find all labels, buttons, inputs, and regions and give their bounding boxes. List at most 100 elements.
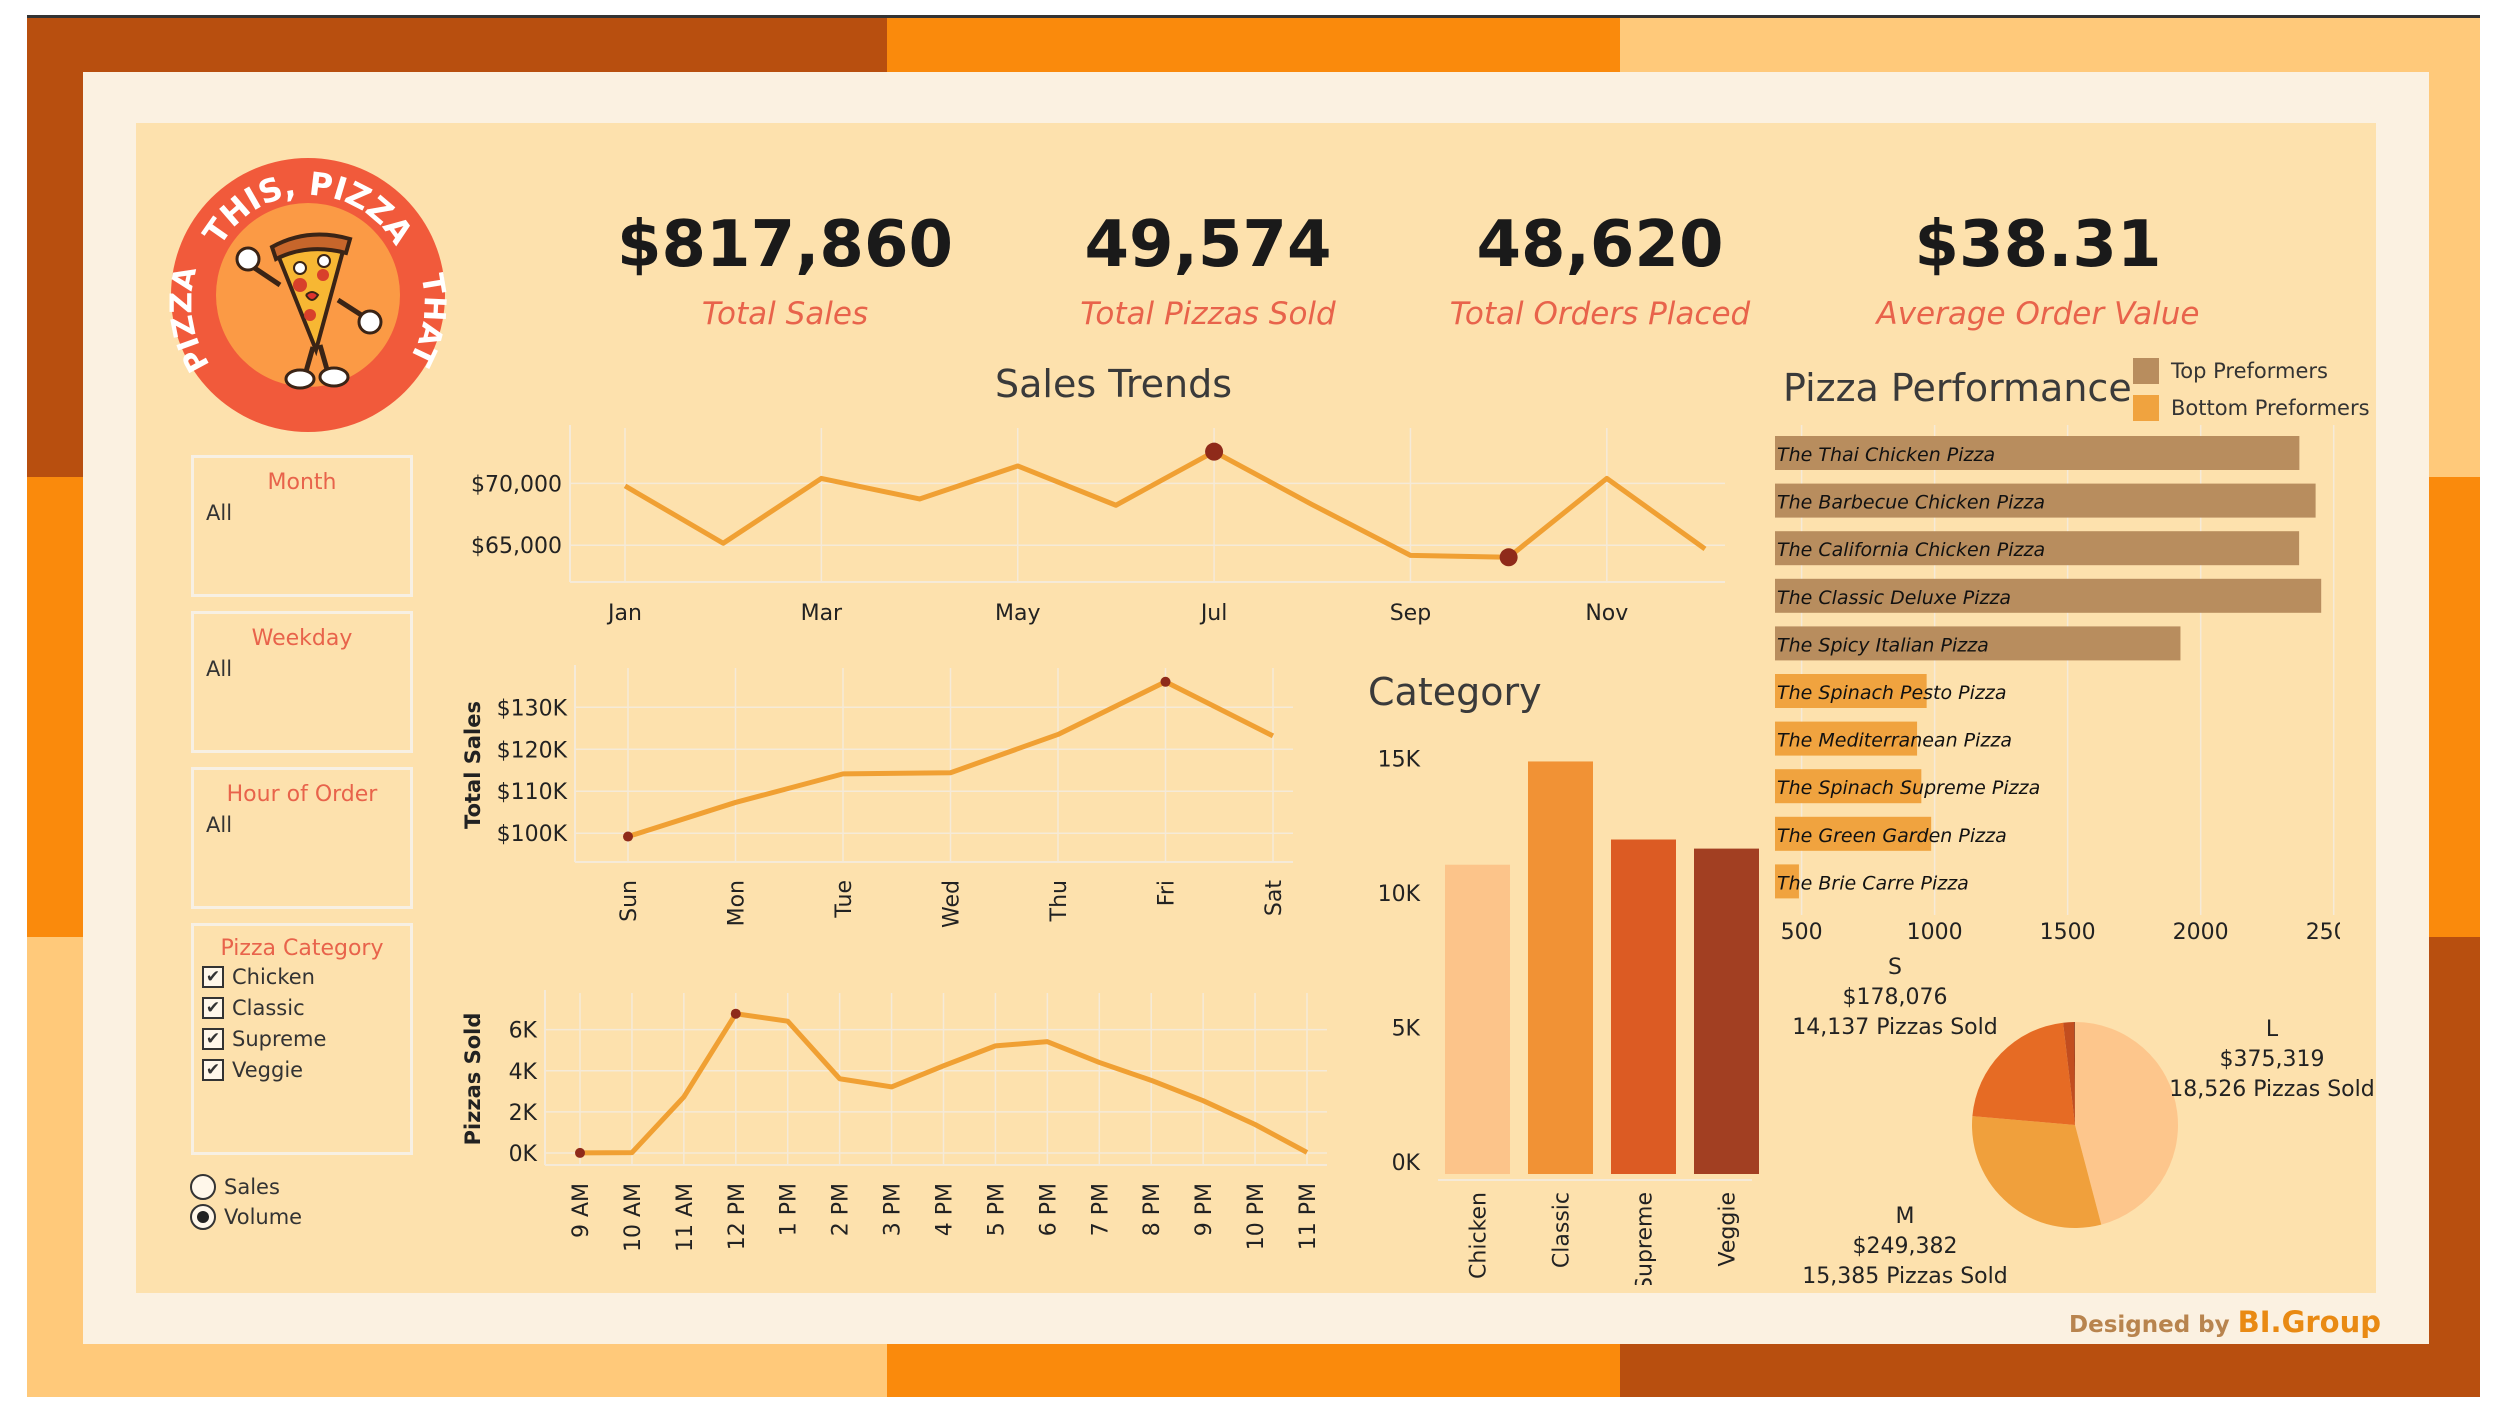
y-tick-label: $130K [497,696,568,721]
x-tick-label: 1000 [1907,920,1963,945]
filter-hour-title: Hour of Order [226,782,378,807]
filter-month-title: Month [267,470,337,495]
x-tick-label: 10 AM [621,1183,646,1252]
x-tick-label: 11 AM [673,1183,698,1252]
highlight-point [623,831,633,842]
x-tick-label: Sun [617,880,642,922]
performance-bar [1775,436,2300,470]
radio-sales-label: Sales [224,1175,280,1199]
filter-weekday-title: Weekday [251,626,353,651]
checkbox-veggie[interactable]: ✔ Veggie [202,1054,410,1085]
checkbox-supreme-label: Supreme [232,1026,327,1051]
check-icon: ✔ [202,1058,224,1081]
x-tick-label: Jan [606,601,642,626]
radio-volume[interactable]: Volume [190,1202,302,1232]
x-tick-label: 9 AM [569,1183,594,1238]
performance-bar-label: The Green Garden Pizza [1777,825,2007,847]
x-tick-label: Wed [940,880,965,928]
x-tick-label: Supreme [1633,1192,1658,1285]
highlight-point [1160,676,1171,687]
performance-bar-label: The Mediterranean Pizza [1777,730,2012,752]
x-tick-label: Jul [1199,601,1228,626]
filter-month[interactable]: Month All [191,455,413,597]
y-tick-label: 15K [1378,747,1421,772]
performance-bar [1775,578,2322,613]
x-tick-label: Tue [832,880,857,919]
x-tick-label: 8 PM [1140,1183,1165,1236]
y-tick-label: $120K [497,738,568,763]
x-tick-label: Fri [1155,880,1180,906]
y-tick-label: $110K [497,780,568,805]
performance-bar [1775,531,2300,566]
category-title: Category [1368,670,1542,714]
performance-bar-label: The Spinach Supreme Pizza [1777,777,2040,799]
checkbox-classic[interactable]: ✔ Classic [202,992,410,1023]
pie-label-l: L $375,319 18,526 Pizzas Sold [2152,1015,2392,1105]
legend-bottom-label: Bottom Preformers [2171,396,2370,420]
pie-l-pizzas: 18,526 Pizzas Sold [2169,1077,2375,1102]
series-line [579,1011,1309,1156]
designer-credit[interactable]: Designed by BI.Group [2069,1305,2381,1339]
checkbox-chicken-label: Chicken [232,964,315,989]
radio-sales-circle [190,1174,216,1200]
highlight-point [1499,548,1518,567]
legend-swatch-top [2133,358,2159,384]
filter-weekday[interactable]: Weekday All [191,611,413,753]
x-tick-label: 9 PM [1192,1183,1217,1236]
filter-pizza-category-title: Pizza Category [220,936,384,961]
pie-slice [2063,1022,2075,1125]
legend-swatch-bottom [2133,395,2159,421]
kpi-avg-order-value: $38.31 [1914,208,2162,282]
y-tick-label: 6K [509,1019,538,1044]
x-tick-label: 10 PM [1244,1183,1269,1250]
filter-hour[interactable]: Hour of Order All [191,767,413,909]
measure-toggle: Sales Volume [190,1172,302,1232]
performance-bar-label: The Spinach Pesto Pizza [1777,682,2006,704]
pie-slice [1972,1116,2102,1228]
pie-s-sales: $178,076 [1842,985,1948,1010]
check-icon: ✔ [202,965,224,988]
y-tick-label: $70,000 [471,472,562,497]
checkbox-classic-label: Classic [232,995,305,1020]
performance-bar-label: The Thai Chicken Pizza [1777,444,1995,466]
pie-label-s: S $178,076 14,137 Pizzas Sold [1775,953,2015,1043]
y-tick-label: $100K [497,822,568,847]
pie-s-pizzas: 14,137 Pizzas Sold [1792,1015,1998,1040]
kpi-total-sales-value: $817,860 [616,208,954,282]
pie-label-m: M $249,382 15,385 Pizzas Sold [1785,1202,2025,1292]
pie-slice [2074,1022,2075,1125]
category-bar [1694,848,1759,1174]
x-tick-label: Thu [1047,880,1072,922]
radio-volume-label: Volume [224,1205,303,1229]
x-tick-label: Nov [1585,601,1628,626]
x-tick-label: Veggie [1716,1192,1741,1266]
y-tick-label: 0K [509,1142,538,1167]
check-icon: ✔ [202,996,224,1019]
y-tick-label: 4K [509,1060,538,1085]
performance-bar-label: The Spicy Italian Pizza [1777,634,1989,656]
checkbox-supreme[interactable]: ✔ Supreme [202,1023,410,1054]
pizza-performance-chart: 500 1000 1500 2000 2500 The Thai Chicken Pizz… [1775,425,2340,945]
x-tick-label: 2000 [2173,920,2229,945]
performance-bar [1775,864,1799,899]
filter-hour-value[interactable]: All [206,813,233,837]
performance-bar-label: The Barbecue Chicken Pizza [1777,492,2045,514]
x-tick-label: 6 PM [1036,1183,1061,1236]
category-bar-chart: 0K 5K 10K 15K Chicken Classic Supreme Veggie [1378,747,1759,1285]
pie-m-size: M [1895,1204,1915,1229]
filter-weekday-value[interactable]: All [206,657,233,681]
x-tick-label: 1500 [2040,920,2096,945]
filter-month-value[interactable]: All [206,501,233,525]
radio-sales[interactable]: Sales [190,1172,302,1202]
x-tick-label: 3 PM [881,1183,906,1236]
check-icon: ✔ [202,1027,224,1050]
pie-m-pizzas: 15,385 Pizzas Sold [1802,1264,2008,1289]
category-bar [1611,839,1676,1174]
y-tick-label: 5K [1392,1016,1421,1041]
y-tick-label: $65,000 [471,534,562,559]
top-edge-line [27,15,2480,18]
category-bar [1445,864,1510,1174]
pie-l-size: L [2265,1017,2279,1042]
checkbox-chicken[interactable]: ✔ Chicken [202,961,410,992]
y-tick-label: 10K [1378,882,1421,907]
